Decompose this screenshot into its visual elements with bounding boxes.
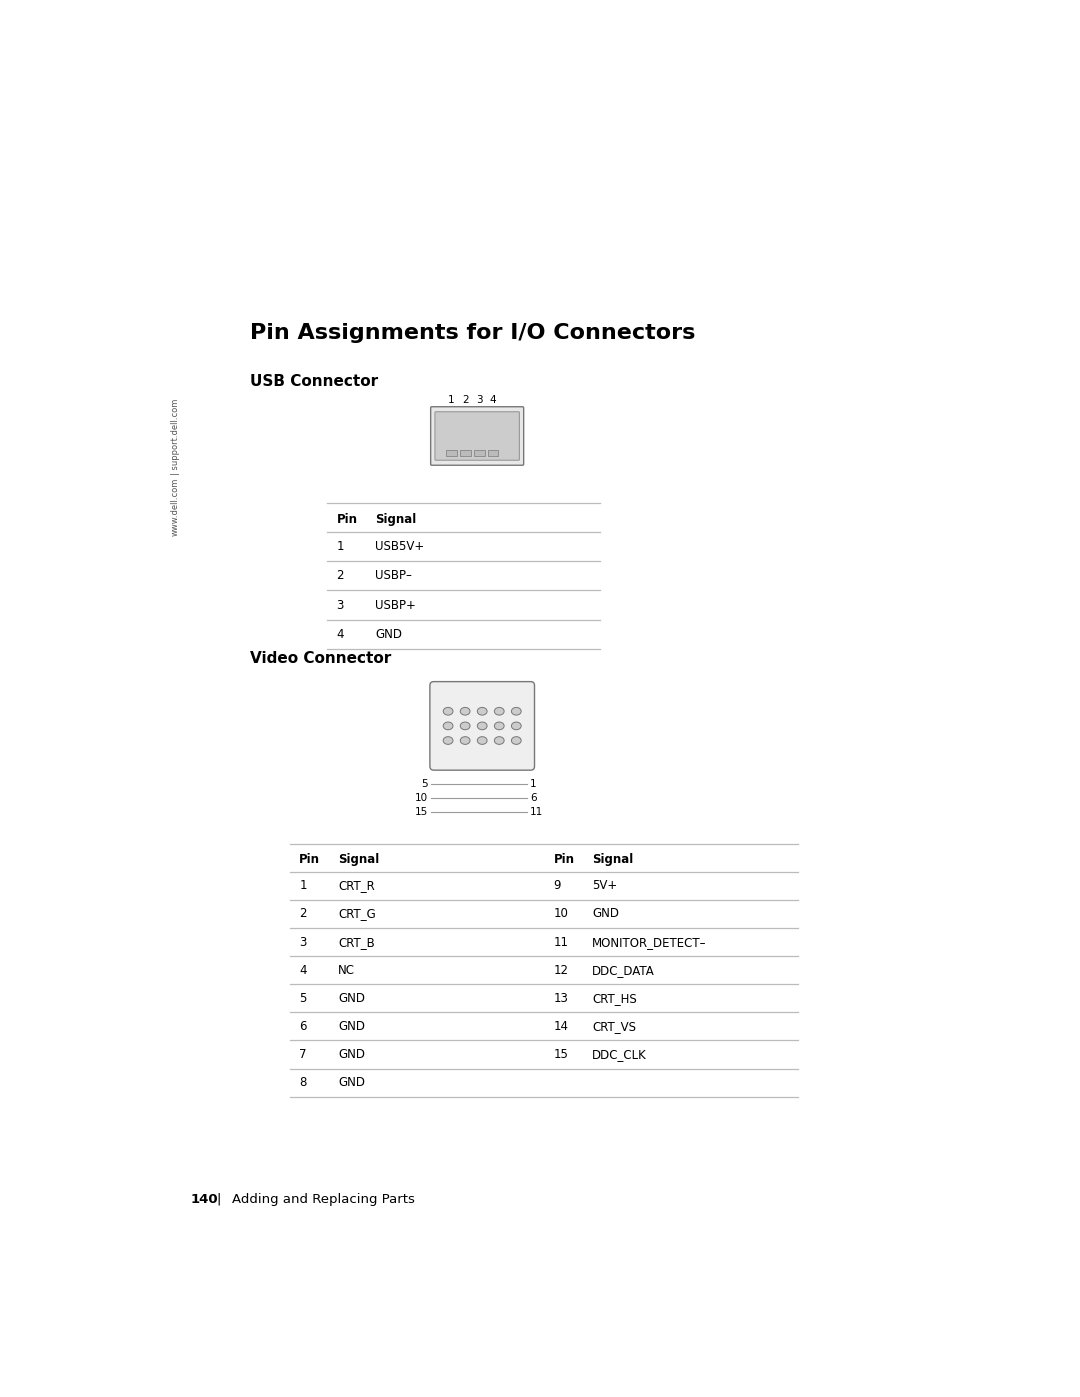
Text: USB Connector: USB Connector: [249, 374, 378, 390]
Ellipse shape: [443, 736, 453, 745]
Text: GND: GND: [338, 992, 365, 1004]
Text: Signal: Signal: [338, 854, 379, 866]
Text: 10: 10: [415, 793, 428, 803]
Text: 2: 2: [337, 569, 345, 583]
Text: www.dell.com: www.dell.com: [171, 478, 179, 535]
Bar: [460, 450, 471, 457]
FancyBboxPatch shape: [435, 412, 519, 460]
Text: CRT_R: CRT_R: [338, 879, 375, 893]
Text: 4: 4: [299, 964, 307, 977]
Text: 8: 8: [299, 1076, 307, 1090]
Ellipse shape: [495, 736, 504, 745]
Text: CRT_HS: CRT_HS: [592, 992, 637, 1004]
Text: 12: 12: [554, 964, 568, 977]
Text: 1: 1: [299, 879, 307, 893]
Text: 6: 6: [299, 1020, 307, 1032]
Text: Signal: Signal: [592, 854, 634, 866]
Text: Pin: Pin: [554, 854, 575, 866]
Ellipse shape: [477, 707, 487, 715]
Text: USBP+: USBP+: [375, 598, 416, 612]
Text: DDC_CLK: DDC_CLK: [592, 1048, 647, 1060]
Text: CRT_G: CRT_G: [338, 908, 376, 921]
Ellipse shape: [512, 736, 522, 745]
Text: 11: 11: [554, 936, 568, 949]
Text: Pin Assignments for I/O Connectors: Pin Assignments for I/O Connectors: [249, 323, 696, 344]
Text: 4: 4: [489, 395, 497, 405]
Ellipse shape: [460, 736, 470, 745]
Bar: [488, 450, 499, 457]
Text: 14: 14: [554, 1020, 568, 1032]
Ellipse shape: [460, 707, 470, 715]
Text: USB5V+: USB5V+: [375, 541, 424, 553]
Text: USBP–: USBP–: [375, 569, 413, 583]
Text: DDC_DATA: DDC_DATA: [592, 964, 654, 977]
Ellipse shape: [477, 722, 487, 729]
Text: GND: GND: [375, 627, 402, 641]
Text: NC: NC: [338, 964, 355, 977]
Text: 5: 5: [299, 992, 307, 1004]
FancyBboxPatch shape: [431, 407, 524, 465]
Text: CRT_B: CRT_B: [338, 936, 375, 949]
Text: 11: 11: [530, 807, 543, 817]
Text: CRT_VS: CRT_VS: [592, 1020, 636, 1032]
Text: Adding and Replacing Parts: Adding and Replacing Parts: [232, 1193, 415, 1206]
Text: 9: 9: [554, 879, 561, 893]
Text: 13: 13: [554, 992, 568, 1004]
Ellipse shape: [477, 736, 487, 745]
Text: 7: 7: [299, 1048, 307, 1060]
Text: MONITOR_DETECT–: MONITOR_DETECT–: [592, 936, 706, 949]
Ellipse shape: [495, 707, 504, 715]
Text: Pin: Pin: [337, 513, 357, 527]
Text: Signal: Signal: [375, 513, 417, 527]
Text: 1: 1: [530, 778, 537, 789]
Text: 3: 3: [476, 395, 483, 405]
Text: 4: 4: [337, 627, 345, 641]
Text: 1: 1: [337, 541, 345, 553]
Text: 15: 15: [554, 1048, 568, 1060]
Text: 2: 2: [299, 908, 307, 921]
Text: GND: GND: [338, 1076, 365, 1090]
Text: 3: 3: [299, 936, 307, 949]
Text: Pin: Pin: [299, 854, 321, 866]
Ellipse shape: [512, 707, 522, 715]
Text: 15: 15: [415, 807, 428, 817]
Text: 10: 10: [554, 908, 568, 921]
Text: 6: 6: [530, 793, 537, 803]
Text: |: |: [216, 1193, 220, 1206]
Text: | support.dell.com: | support.dell.com: [171, 400, 179, 475]
Ellipse shape: [512, 722, 522, 729]
Text: 5: 5: [421, 778, 428, 789]
Ellipse shape: [443, 707, 453, 715]
Text: GND: GND: [338, 1020, 365, 1032]
Ellipse shape: [495, 722, 504, 729]
Ellipse shape: [460, 722, 470, 729]
Text: Video Connector: Video Connector: [249, 651, 391, 666]
Bar: [446, 450, 457, 457]
Text: GND: GND: [592, 908, 619, 921]
FancyBboxPatch shape: [430, 682, 535, 770]
Text: 1: 1: [448, 395, 455, 405]
Text: 140: 140: [191, 1193, 218, 1206]
Text: 2: 2: [462, 395, 469, 405]
Bar: [474, 450, 485, 457]
Text: GND: GND: [338, 1048, 365, 1060]
Ellipse shape: [443, 722, 453, 729]
Text: 3: 3: [337, 598, 343, 612]
Text: 5V+: 5V+: [592, 879, 618, 893]
